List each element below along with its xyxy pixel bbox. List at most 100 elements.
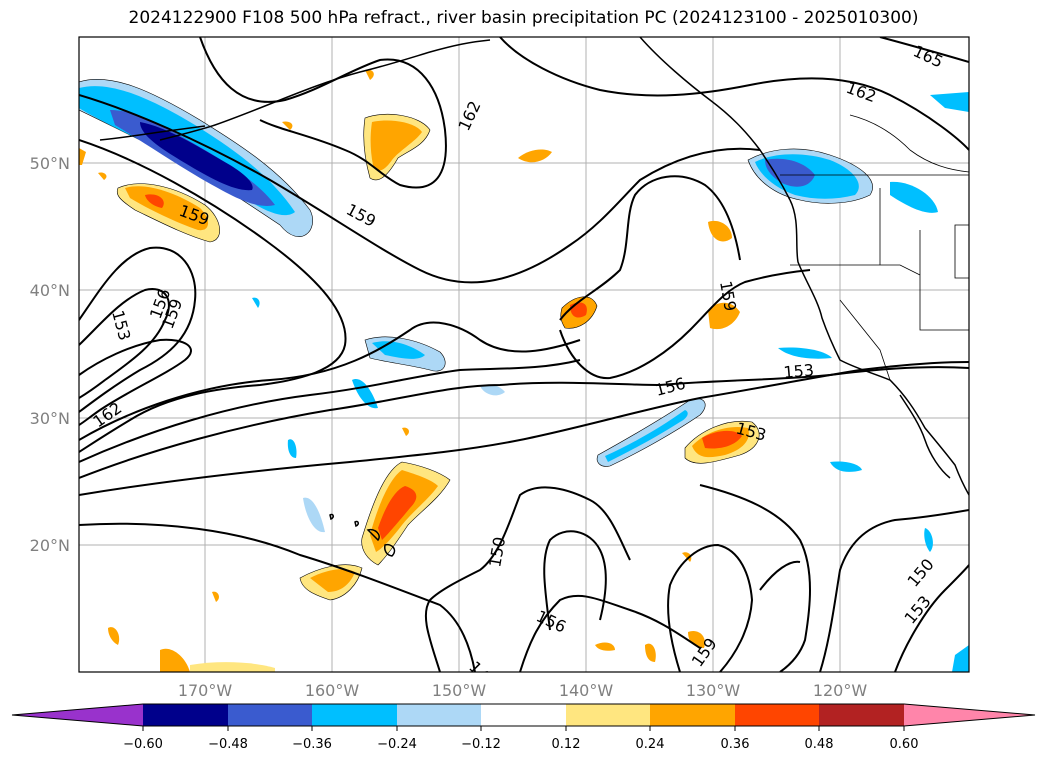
contour-line-165 [879, 37, 969, 63]
contour-line-159-mid [79, 94, 761, 284]
pos-blob-s-6 [688, 630, 705, 648]
pos-blob-top-core [370, 120, 422, 171]
alaska-panhandle [639, 37, 791, 201]
colorbar-extend-left [12, 704, 143, 726]
neg-blob-ne [890, 181, 938, 213]
pos-blob-se-core [702, 430, 742, 449]
political-borders [780, 114, 969, 381]
neg-blob-mid-2 [352, 379, 378, 409]
lat-label-50n: 50°N [30, 154, 70, 173]
pos-blob-right [708, 220, 732, 242]
neg-blob-band-core [605, 410, 688, 462]
neg-blob-east-2 [778, 347, 832, 359]
neg-blob-east-3 [924, 528, 933, 552]
contour-line-mid-arc-1 [79, 321, 581, 441]
state-border-5 [849, 114, 969, 173]
colorbar-segment [312, 704, 397, 726]
pos-blob-s-3 [108, 627, 120, 645]
pos-blob-s-5 [645, 643, 656, 662]
contour-line-156-w [79, 246, 197, 413]
map-title: 2024122900 F108 500 hPa refract., river … [128, 8, 919, 28]
west-coast [789, 199, 969, 496]
gridlines [79, 37, 969, 672]
contour-line-162-n [199, 37, 447, 189]
contour-line-162-w [79, 338, 192, 426]
contour-label: 153 [783, 360, 815, 382]
contour-line-159-s [667, 543, 754, 672]
lat-label-20n: 20°N [30, 536, 70, 555]
state-border-4 [919, 230, 969, 331]
height-contours [79, 37, 969, 672]
contour-line-center-right [559, 269, 811, 380]
contour-line-153-w [79, 288, 170, 399]
pos-blob-s-4 [595, 642, 615, 651]
lon-label-130w: 130°W [686, 681, 741, 700]
map-frame [78, 36, 970, 673]
colorbar-extend-right [904, 704, 1035, 726]
neg-blob-sw [303, 497, 325, 533]
pos-blob-s-9 [402, 427, 409, 436]
contour-line-153-se [894, 564, 969, 672]
pos-blob-right-2 [708, 302, 740, 330]
colorbar-segment [650, 704, 735, 726]
pos-blob-sw-core [310, 569, 355, 592]
hawaii-1 [366, 528, 380, 542]
contour-line-153-mid [79, 361, 969, 496]
map-content: 165 162 162 159 159 156 153 159 162 159 … [79, 37, 969, 672]
colorbar-tick-label: 0.36 [721, 737, 750, 752]
colorbar-segment [819, 704, 904, 726]
latitude-labels: 50°N 40°N 30°N 20°N [30, 154, 70, 555]
colorbar-tick-label: −0.12 [461, 737, 501, 752]
contour-line-159-w [79, 139, 347, 453]
colorbar-tick-label: −0.36 [292, 737, 332, 752]
pos-blob-s-1 [160, 648, 190, 672]
neg-blob-pnw-inner [765, 158, 815, 187]
pos-blob-top-tiny2 [365, 69, 374, 80]
contour-line-s-loop [543, 530, 607, 631]
colorbar-tick-label: −0.24 [377, 737, 417, 752]
colorbar-segment [397, 704, 481, 726]
pos-blob-w-2 [98, 172, 107, 180]
colorbar-tick-label: 0.48 [805, 737, 834, 752]
neg-blob-mid-3 [480, 384, 505, 396]
contour-line-s-mid [424, 486, 631, 672]
pos-blob-nw-core [145, 194, 164, 208]
contour-line-150-se [819, 509, 969, 672]
state-border-2 [839, 299, 891, 381]
lon-label-120w: 120°W [813, 681, 868, 700]
colorbar-segment [735, 704, 819, 726]
pos-blob-s-7 [682, 552, 692, 562]
state-border-1 [790, 264, 921, 276]
pos-blob-w [79, 148, 86, 165]
colorbar-tick-label: −0.60 [123, 737, 163, 752]
contour-line-150-s [79, 522, 476, 672]
lat-label-40n: 40°N [30, 281, 70, 300]
contour-line-s-far [759, 560, 801, 591]
neg-blob-ne-top [930, 92, 969, 112]
longitude-labels: 170°W 160°W 150°W 140°W 130°W 120°W [178, 681, 868, 700]
pos-blob-top-tiny [282, 121, 293, 130]
colorbar-tick-label: −0.48 [208, 737, 248, 752]
colorbar-ticks [142, 726, 905, 731]
neg-blob-small [252, 297, 260, 308]
pos-blob-top-small [518, 149, 552, 163]
contour-line-center-top [559, 175, 741, 321]
colorbar-segment [481, 704, 566, 726]
neg-blob-se [952, 645, 969, 672]
hawaii-2 [384, 543, 396, 557]
colorbar-segment [566, 704, 650, 726]
contour-line-162-ne [499, 37, 969, 151]
lat-label-30n: 30°N [30, 409, 70, 428]
lon-label-170w: 170°W [178, 681, 233, 700]
contour-line-156-s [519, 594, 701, 672]
lon-label-150w: 150°W [432, 681, 487, 700]
colorbar-segment [228, 704, 312, 726]
aleutian-arc [99, 125, 206, 141]
coastlines [99, 37, 969, 557]
contour-line-se-1 [699, 484, 811, 672]
colorbar-tick-label: 0.12 [552, 737, 581, 752]
baja-coast [899, 394, 951, 479]
alaska-coast [159, 39, 491, 141]
island-sw [329, 513, 334, 521]
